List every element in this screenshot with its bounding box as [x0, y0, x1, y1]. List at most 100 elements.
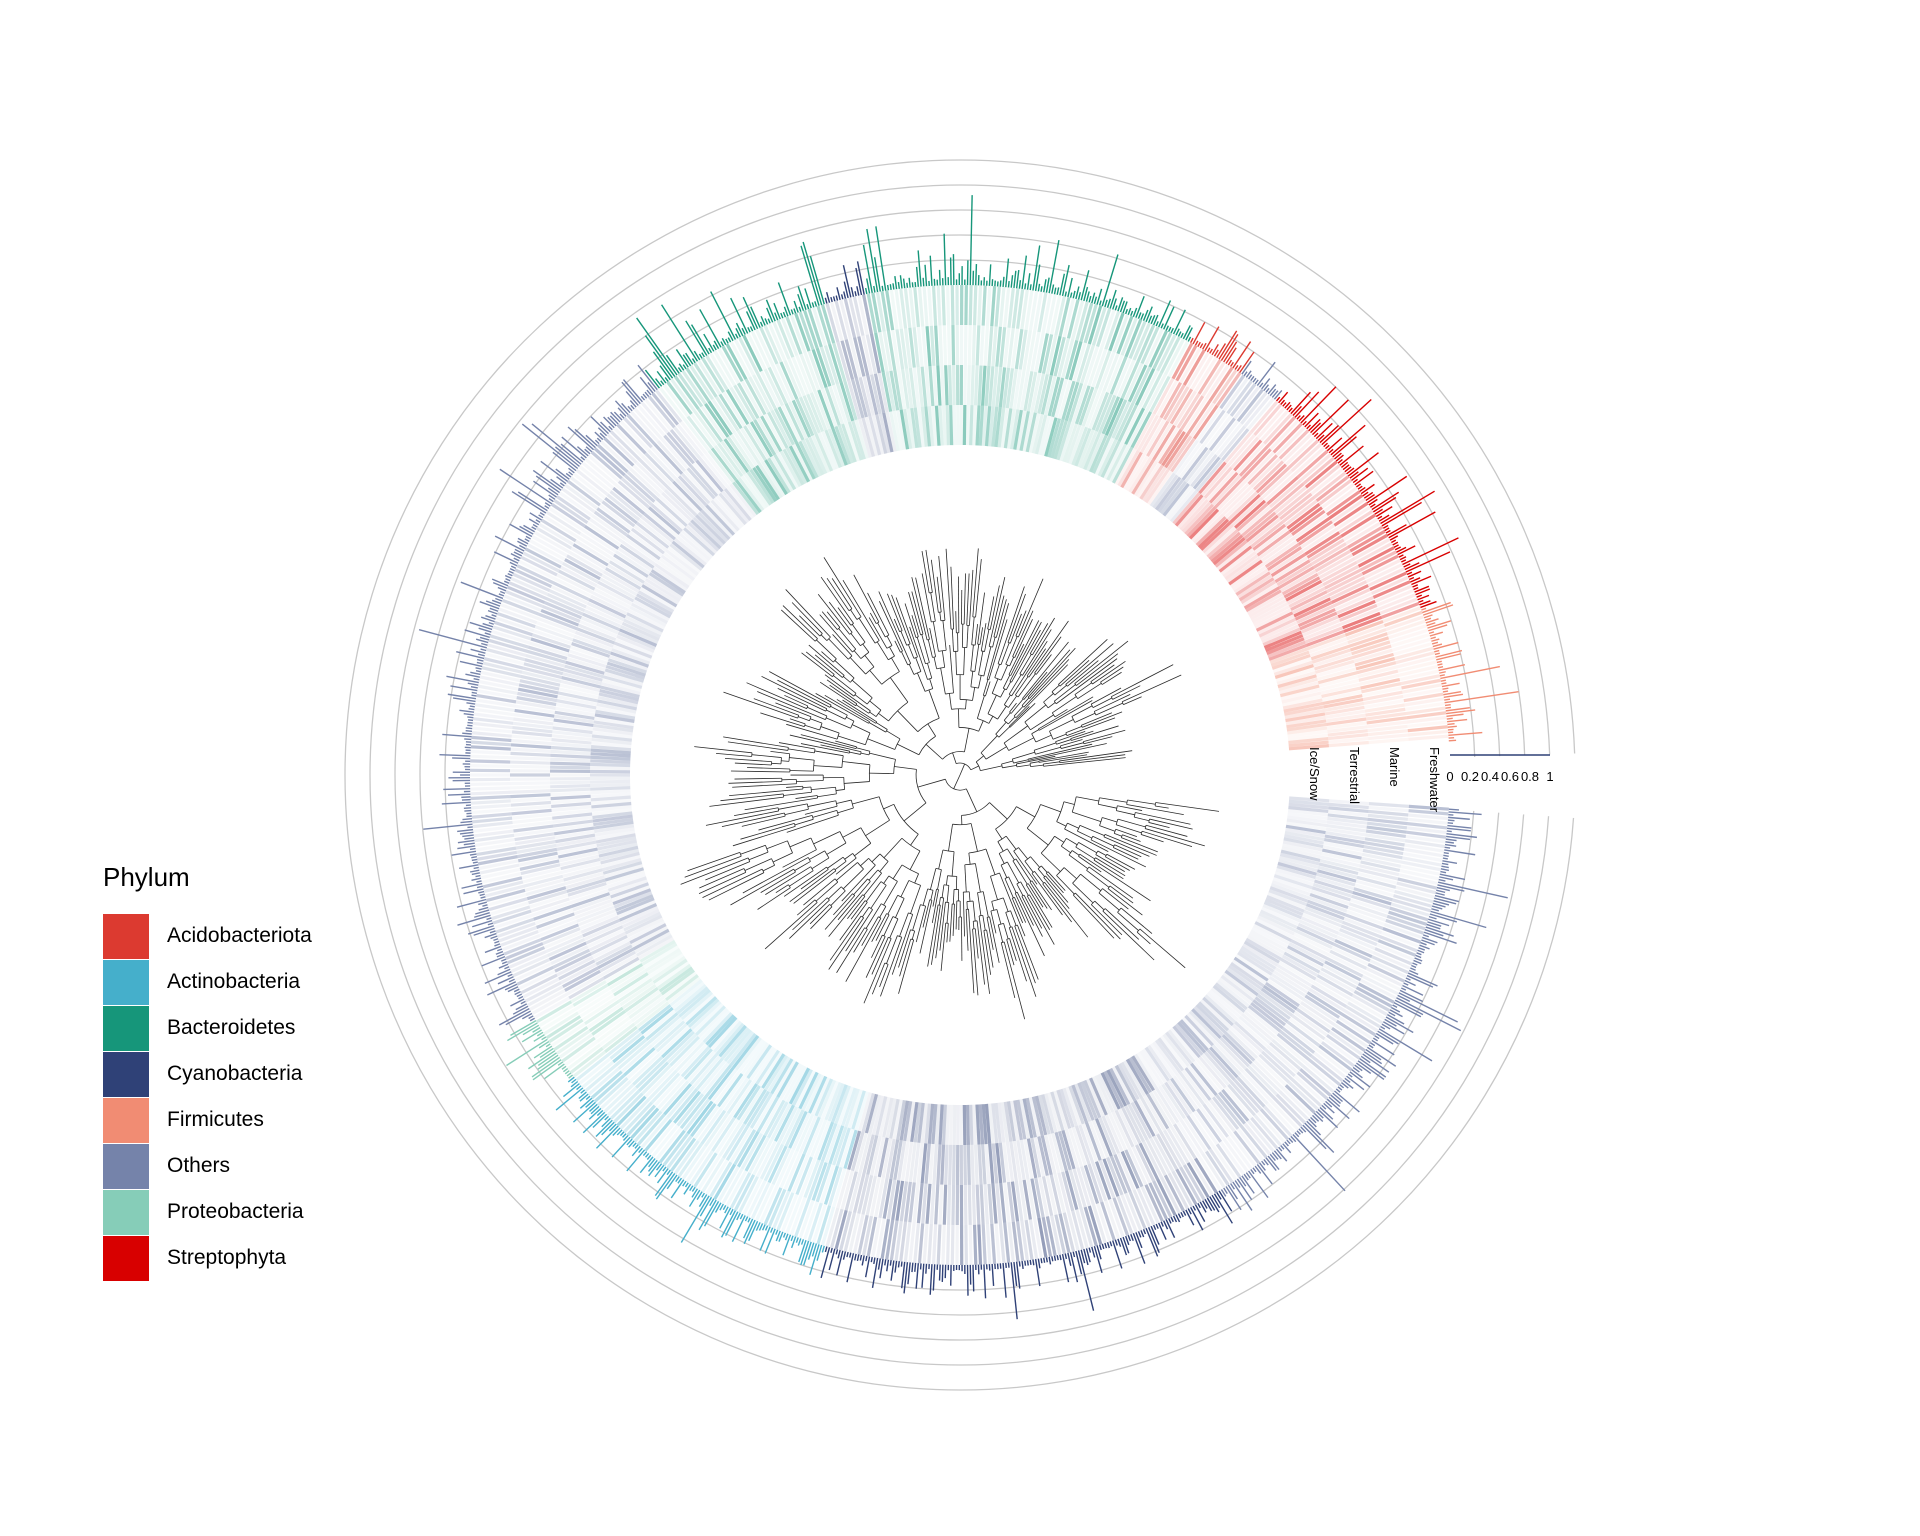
heatmap-cell — [1114, 448, 1137, 486]
tree-branch — [1035, 734, 1052, 743]
abundance-bar — [1122, 1236, 1130, 1254]
heatmap-cell — [1325, 709, 1366, 720]
heatmap-cell — [1290, 590, 1328, 612]
heatmap-cell — [510, 785, 551, 790]
abundance-bar — [1150, 1225, 1160, 1245]
abundance-bar — [1236, 1178, 1253, 1201]
heatmap-cell — [1406, 715, 1447, 724]
abundance-bar — [1211, 344, 1219, 356]
heatmap-cell — [510, 756, 551, 761]
abundance-bar — [1351, 1069, 1363, 1079]
tree-branch — [1066, 837, 1078, 846]
heatmap-cell — [612, 426, 644, 458]
heatmap-cell — [1388, 910, 1428, 926]
heatmap-cell — [593, 1073, 626, 1103]
abundance-bar — [666, 1174, 678, 1190]
heatmap-cell — [1208, 366, 1234, 402]
tree-arc — [925, 662, 930, 665]
abundance-bar — [655, 1173, 676, 1200]
abundance-bar — [1405, 977, 1411, 981]
tree-branch — [809, 850, 825, 860]
heatmap-cell — [1316, 974, 1354, 997]
heatmap-cell — [594, 713, 635, 723]
heatmap-cell — [1057, 337, 1071, 378]
heatmap-cell — [579, 912, 618, 931]
heatmap-cell — [655, 1127, 683, 1161]
heatmap-cell — [1062, 1212, 1076, 1253]
tree-branch — [1134, 816, 1150, 822]
heatmap-cell — [529, 989, 566, 1011]
heatmap-cell — [739, 427, 764, 463]
heatmap-cell — [1264, 981, 1300, 1008]
abundance-bar — [1308, 1118, 1317, 1128]
abundance-bar — [1199, 1201, 1207, 1213]
abundance-bar — [1404, 562, 1420, 571]
heatmap-cell — [877, 372, 889, 413]
heatmap-cell — [1124, 1149, 1144, 1188]
heatmap-cell — [623, 1101, 653, 1133]
heatmap-cell — [1175, 1073, 1202, 1108]
abundance-bar — [503, 580, 510, 584]
heatmap-cell — [1342, 920, 1381, 939]
abundance-bar — [1445, 841, 1454, 844]
tree-branch — [914, 873, 919, 884]
heatmap-cell — [1083, 431, 1102, 471]
heatmap-cell — [1203, 466, 1233, 499]
tree-branch — [889, 646, 895, 657]
heatmap-cell — [1083, 346, 1100, 386]
abundance-bar — [556, 476, 567, 485]
heatmap-cell — [824, 1124, 841, 1164]
abundance-bar — [1137, 312, 1142, 319]
heatmap-cell — [1368, 737, 1409, 745]
heatmap-cell — [1311, 648, 1351, 664]
tree-arc — [1026, 804, 1041, 829]
heatmap-cell — [773, 453, 797, 491]
tree-branch — [1144, 828, 1205, 847]
tree-branch — [1066, 717, 1116, 736]
heatmap-cell — [740, 380, 763, 418]
heatmap-cell — [587, 1067, 620, 1096]
heatmap-cell — [601, 678, 642, 692]
heatmap-cell — [1075, 301, 1089, 341]
heatmap-cell — [685, 1147, 711, 1183]
abundance-bar — [507, 986, 519, 993]
abundance-bar — [467, 721, 473, 724]
heatmap-cell — [601, 858, 642, 872]
heatmap-cell — [743, 425, 767, 462]
abundance-bar — [1271, 390, 1279, 398]
abundance-bar — [1024, 283, 1027, 290]
heatmap-cell — [1295, 1007, 1331, 1034]
heatmap-cell — [555, 833, 596, 844]
abundance-bar — [1117, 1238, 1122, 1247]
abundance-bar — [447, 793, 471, 796]
heatmap-cell — [577, 908, 617, 927]
abundance-bar — [1145, 1228, 1159, 1257]
abundance-bar — [1380, 1025, 1386, 1030]
heatmap-cell — [975, 1184, 981, 1225]
heatmap-cell — [866, 293, 878, 334]
grid-ring — [419, 234, 1501, 1316]
abundance-bar — [1420, 600, 1437, 609]
heatmap-cell — [651, 1124, 679, 1158]
abundance-bar — [1145, 306, 1153, 322]
tree-branch — [842, 827, 862, 838]
abundance-bar — [539, 1047, 554, 1059]
heatmap-cell — [824, 1081, 842, 1121]
heatmap-cell — [648, 506, 681, 535]
abundance-bar — [497, 968, 511, 976]
heatmap-cell — [554, 826, 595, 836]
abundance-bar — [1051, 284, 1055, 294]
tree-arc — [1015, 635, 1019, 638]
heatmap-cell — [756, 1096, 780, 1133]
heatmap-cell — [1280, 569, 1317, 593]
heatmap-cell — [746, 1090, 770, 1127]
heatmap-cell — [977, 285, 983, 326]
heatmap-cell — [1221, 428, 1250, 462]
abundance-bar — [727, 337, 732, 343]
abundance-bar — [474, 912, 490, 918]
heatmap-cell — [620, 477, 653, 506]
heatmap-cell — [1383, 610, 1423, 628]
heatmap-cell — [837, 1086, 854, 1126]
heatmap-cell — [606, 1028, 641, 1057]
tree-branch — [1061, 742, 1084, 749]
